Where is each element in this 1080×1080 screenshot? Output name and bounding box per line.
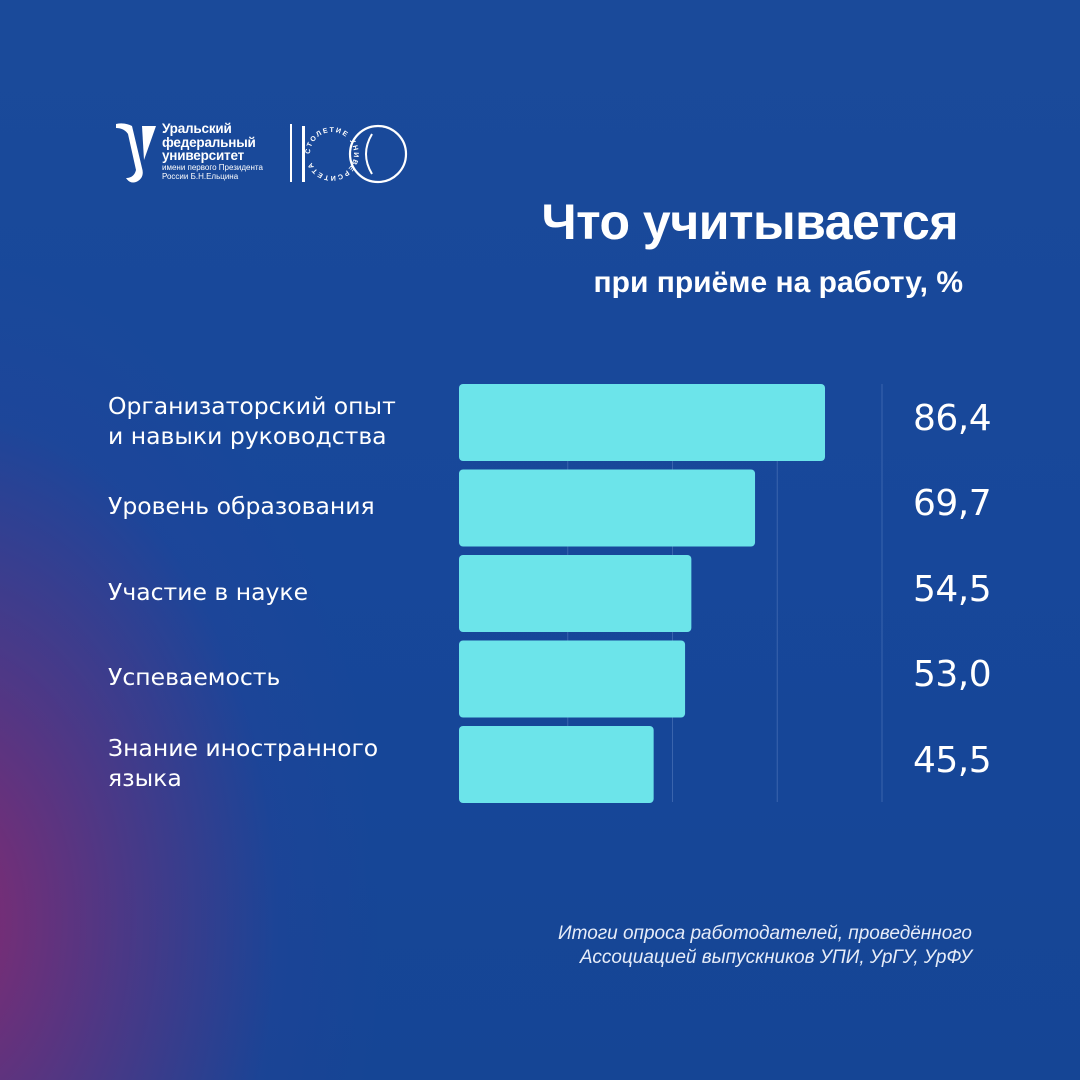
value-label-4: 53,0 <box>913 654 992 695</box>
value-label-1: 86,4 <box>913 397 992 439</box>
logo-line-1: Уральский <box>162 121 232 136</box>
centenary-circle <box>348 124 408 184</box>
source-line-1: Итоги опроса работодателей, проведённого <box>557 923 972 944</box>
bar-3 <box>459 555 692 632</box>
bar-4 <box>459 640 686 718</box>
bar-5 <box>459 726 654 803</box>
centenary-arc <box>365 133 373 175</box>
logo-text: Уральский федеральный университет имени … <box>162 122 263 181</box>
bar-1 <box>459 384 826 461</box>
value-label-3: 54,5 <box>913 568 992 610</box>
category-label-4: Успеваемость <box>108 663 281 691</box>
source-note: Итоги опроса работодателей, проведённого… <box>558 922 972 970</box>
bar-2 <box>459 469 756 547</box>
page-title: Что учитывается <box>541 194 959 250</box>
logo-divider <box>290 124 292 182</box>
centenary-one-stroke <box>302 126 305 182</box>
category-label-5: Знание иностранного языка <box>108 733 379 792</box>
page-subtitle: при приёме на работу, % <box>593 266 963 299</box>
urfu-u-icon <box>116 123 156 183</box>
university-logo: Уральский федеральный университет имени … <box>112 120 412 188</box>
category-label-3: Участие в науке <box>108 577 309 606</box>
category-label-1: Организаторский опыт и навыки руководств… <box>108 391 396 450</box>
logo-line-2: федеральный <box>162 134 256 150</box>
logo-small-2: России Б.Н.Ельцина <box>162 171 239 181</box>
value-label-2: 69,7 <box>913 483 992 524</box>
category-label-2: Уровень образования <box>108 492 375 520</box>
value-label-5: 45,5 <box>913 739 992 781</box>
source-line-2: Ассоциацией выпускников УПИ, УрГУ, УрФУ <box>579 947 972 968</box>
logo-line-3: университет <box>162 148 244 163</box>
centenary-100-logo: СТОЛЕТИЕ УНИВЕРСИТЕТА <box>302 124 408 184</box>
logo-small-1: имени первого Президента <box>162 162 263 172</box>
